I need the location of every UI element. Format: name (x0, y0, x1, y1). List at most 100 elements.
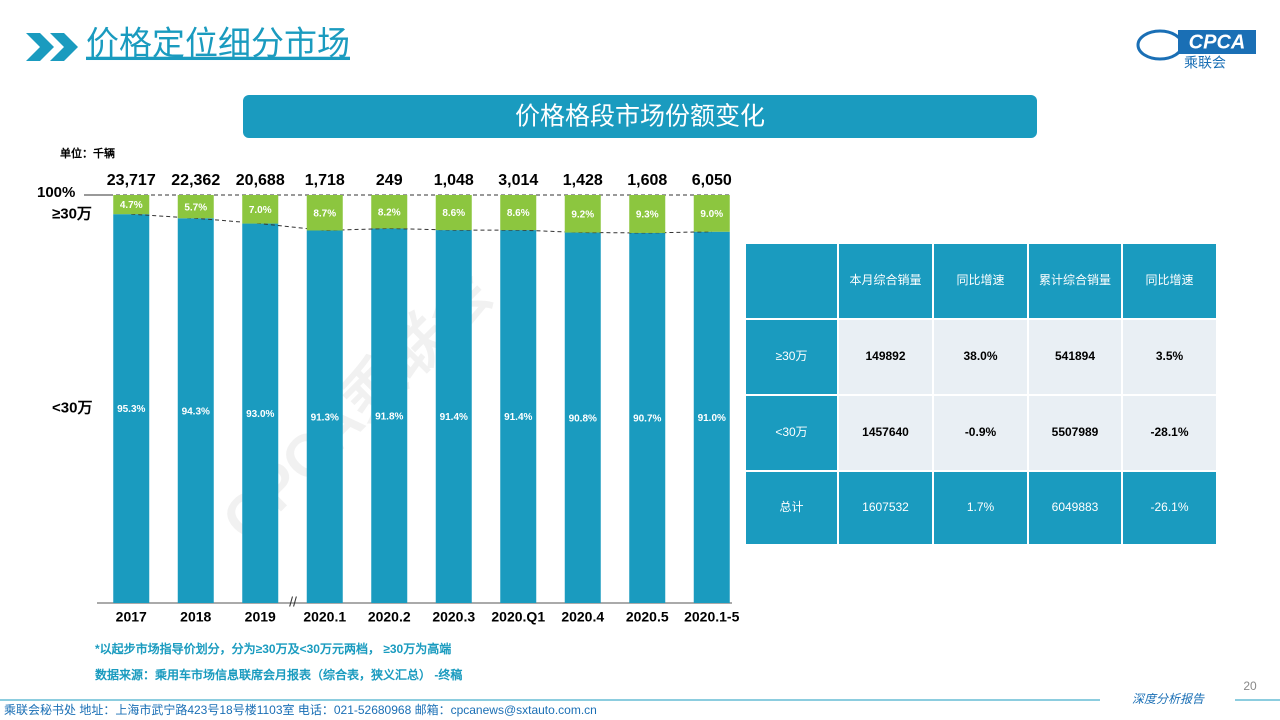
bar-segment (242, 195, 279, 224)
bar-segment (693, 195, 730, 232)
cell-text: 3.5% (1156, 349, 1184, 363)
x-tick-label: 2020.4 (561, 609, 604, 625)
chart-title-banner (243, 95, 1037, 138)
table-cell (1027, 470, 1123, 546)
chevrons (26, 33, 78, 61)
cell-text: -28.1% (1150, 425, 1188, 439)
table-cell (1027, 318, 1123, 396)
axis-break: // (289, 594, 297, 610)
value-label: 91.3% (311, 412, 339, 423)
logo-text: CPCA (1189, 31, 1246, 53)
note: *以起步市场指导价划分，分为≥30万及<30万元两档， ≥30万为高端 (95, 641, 451, 656)
cell-text: -0.9% (965, 425, 997, 439)
bar-segment (629, 195, 666, 233)
value-label: 91.4% (504, 412, 532, 423)
bar-segment (177, 218, 214, 604)
share-line (131, 213, 712, 234)
column-header: 本月综合销量 (849, 272, 921, 287)
value-label: 91.4% (440, 412, 468, 423)
total-label: 6,050 (692, 172, 732, 189)
table-cell (744, 318, 839, 396)
value-label: 90.8% (569, 413, 597, 424)
table-cell (744, 242, 839, 320)
bar-segment (371, 195, 408, 229)
cell-text: ≥30万 (776, 349, 808, 363)
cell-text: 1607532 (862, 500, 909, 514)
cell-text: 149892 (865, 349, 905, 363)
legend-label: ≥30万 (52, 206, 92, 223)
table-cell (932, 318, 1029, 396)
cell-text: 1457640 (862, 425, 909, 439)
total-label: 1,428 (563, 172, 603, 189)
x-tick-label: 2020.5 (626, 609, 669, 625)
total-label: 22,362 (171, 172, 220, 189)
table-cell (837, 470, 934, 546)
x-tick-label: 2018 (180, 609, 211, 625)
legend-label: <30万 (52, 400, 92, 417)
total-label: 249 (376, 172, 403, 189)
cell-text: 1.7% (967, 500, 995, 514)
footer-address: 乘联会秘书处 地址：上海市武宁路423号18号楼1103室 电话：021-526… (4, 702, 597, 717)
page-title: 价格定位细分市场 (86, 25, 350, 62)
value-label: 91.8% (375, 411, 403, 422)
bar-segment (306, 195, 343, 231)
table-cell (837, 242, 934, 320)
value-label: 8.6% (507, 208, 530, 219)
table: 本月综合销量 同比增速 累计综合销量 同比增速 ≥30万 149892 38.0% 54189… (744, 242, 1218, 546)
value-label: 9.3% (636, 210, 659, 221)
value-label: 7.0% (249, 205, 272, 216)
value-label: 8.2% (378, 207, 401, 218)
bar-segment (435, 230, 472, 603)
cell-text: -26.1% (1150, 500, 1188, 514)
table-cell (837, 394, 934, 472)
total-label: 1,608 (627, 172, 667, 189)
cell-text: <30万 (775, 425, 807, 439)
bar-segment (306, 230, 343, 603)
page-number: 20 (1243, 679, 1257, 693)
bar-segment (242, 223, 279, 603)
value-label: 8.7% (313, 208, 336, 219)
total-label: 23,717 (107, 172, 156, 189)
bar-segment (435, 195, 472, 231)
table-cell (744, 470, 839, 546)
bar-segment (177, 195, 214, 219)
cell-text: 541894 (1055, 349, 1095, 363)
chart-title: 价格格段市场份额变化 (515, 103, 765, 131)
value-label: 95.3% (117, 404, 145, 415)
cell-text: 38.0% (963, 349, 997, 363)
table-cell (837, 318, 934, 396)
report-label: 深度分析报告 (1132, 692, 1205, 706)
cell-text: 5507989 (1052, 425, 1099, 439)
x-tick-label: 2020.1 (303, 609, 346, 625)
bar-segment (113, 195, 150, 215)
cell-text: 6049883 (1052, 500, 1099, 514)
table-cell (1121, 470, 1218, 546)
table-cell (1027, 394, 1123, 472)
unit-label: 单位：千辆 (60, 146, 115, 160)
value-label: 93.0% (246, 409, 274, 420)
value-label: 5.7% (184, 202, 207, 213)
plot: 100% // 95.3% 94.3% 93.0% 91.3% 91.8% 91.4% 91.4… (37, 172, 740, 624)
bar-segment (500, 195, 537, 231)
column-header: 同比增速 (956, 273, 1004, 287)
logo-subtext: 乘联会 (1184, 55, 1226, 71)
cell-text: 总计 (779, 500, 803, 514)
x-tick-label: 2017 (116, 609, 147, 625)
total-label: 1,718 (305, 172, 345, 189)
x-tick-label: 2020.1-5 (684, 609, 739, 625)
value-label: 4.7% (120, 200, 143, 211)
logo-box (1178, 30, 1256, 54)
table-cell (1121, 242, 1218, 320)
x-tick-label: 2020.Q1 (491, 609, 545, 625)
value-label: 90.7% (633, 414, 661, 425)
value-label: 9.0% (700, 209, 723, 220)
column-header: 同比增速 (1145, 273, 1193, 287)
bar-segment (693, 231, 730, 603)
total-label: 20,688 (236, 172, 285, 189)
value-label: 8.6% (442, 208, 465, 219)
bar-segment (500, 230, 537, 603)
table-cell (1027, 242, 1123, 320)
column-header: 累计综合销量 (1039, 272, 1111, 287)
bar-segment (629, 232, 666, 603)
